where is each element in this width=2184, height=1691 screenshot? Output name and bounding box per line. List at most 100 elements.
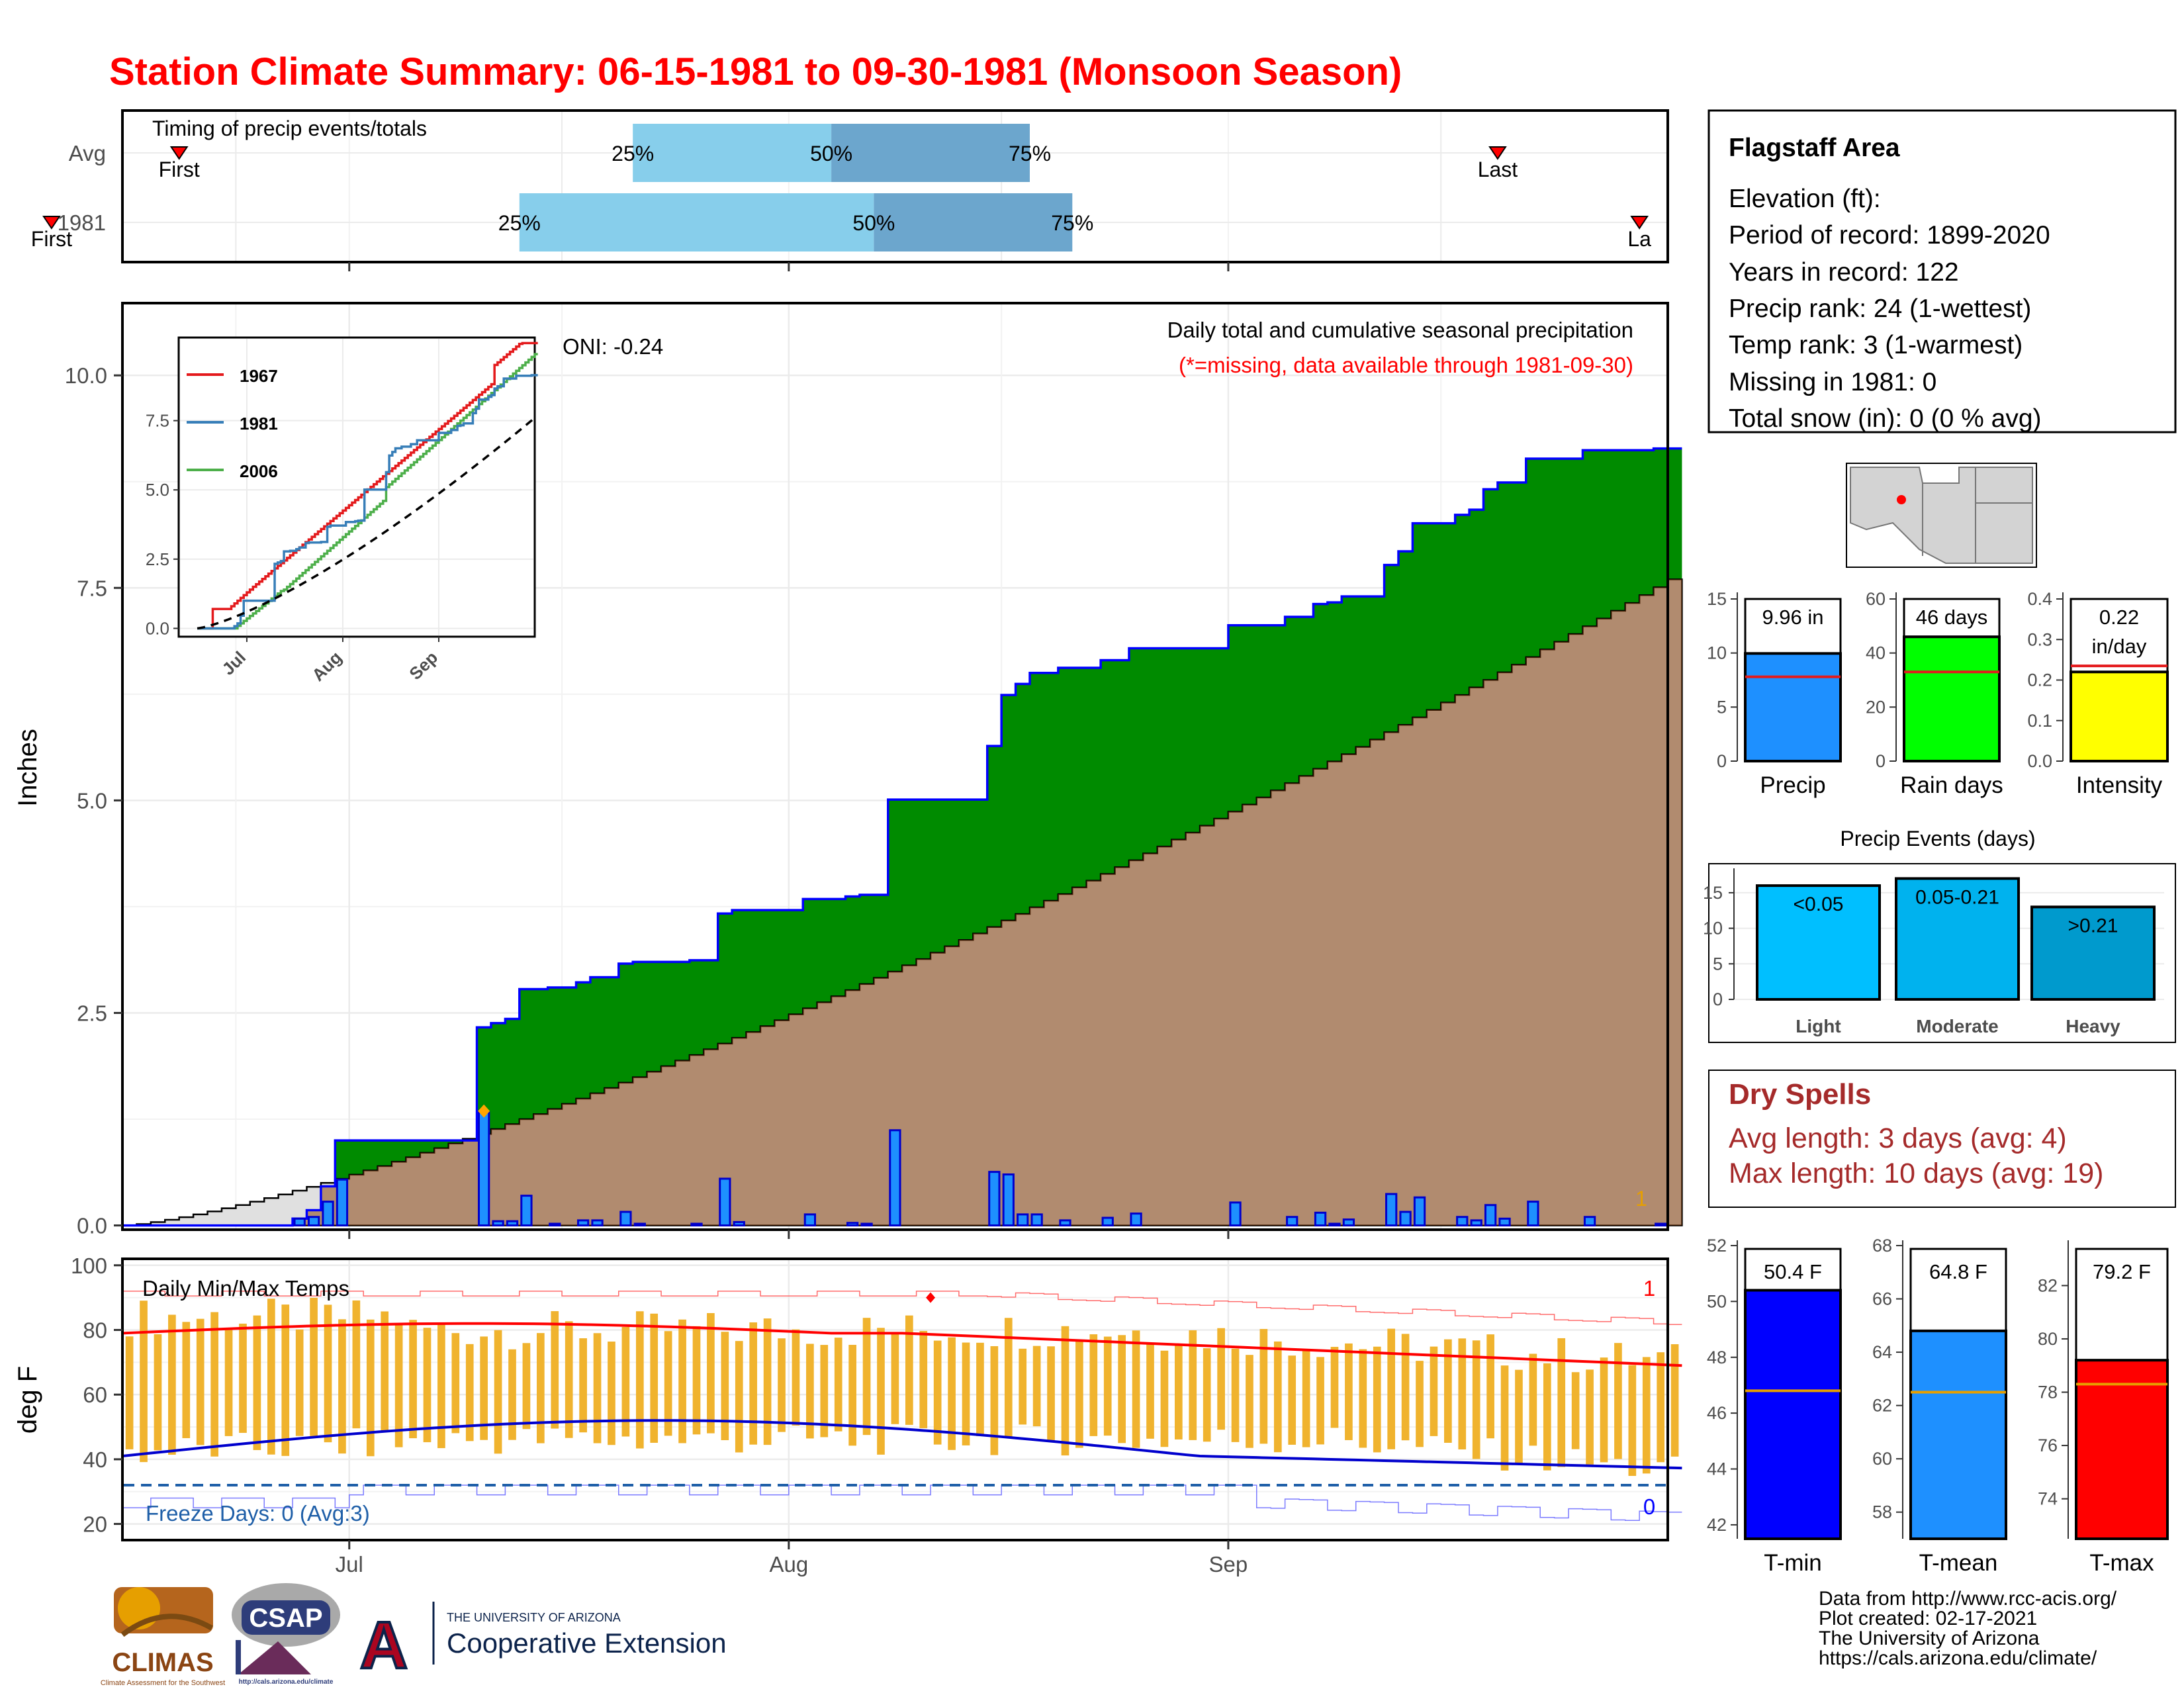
daily-precip-bar	[576, 1219, 590, 1227]
timing-last-marker-avg	[1488, 146, 1507, 160]
daily-temp-range-bar	[1259, 1328, 1268, 1444]
daily-temp-range-bar	[664, 1331, 672, 1436]
daily-temp-range-bar	[862, 1318, 871, 1436]
daily-temp-range-bar	[437, 1324, 445, 1449]
temp-summary-y-tick-label: 78	[2038, 1383, 2058, 1402]
daily-temp-range-bar	[1316, 1357, 1324, 1445]
daily-precip-bar	[1314, 1211, 1327, 1227]
avg-high-line	[122, 1322, 1682, 1367]
temp-summary-y-tick-label: 60	[1872, 1449, 1892, 1469]
daily-temp-range-bar	[1345, 1343, 1353, 1440]
main-cumulative-areas	[122, 447, 1683, 1227]
daily-precip-bar	[1413, 1196, 1426, 1227]
csap-logo: CSAP http://cals.arizona.edu/climate	[232, 1583, 340, 1686]
daily-temp-range-bar	[1175, 1345, 1183, 1440]
temp-summary-value-label: 64.8 F	[1929, 1260, 1987, 1283]
daily-temp-range-bar	[537, 1333, 545, 1443]
page-title: Station Climate Summary: 06-15-1981 to 0…	[109, 50, 1402, 93]
timing-pct-label-1981: 25%	[498, 211, 541, 235]
daily-temp-range-bar	[877, 1328, 885, 1455]
daily-precip-bar	[322, 1201, 334, 1227]
ua-small-text: THE UNIVERSITY OF ARIZONA	[447, 1611, 621, 1624]
daily-temp-range-bar	[976, 1342, 984, 1436]
daily-temp-range-bar	[1430, 1346, 1438, 1436]
daily-temp-range-bar	[1515, 1369, 1523, 1464]
temp-summary-y-tick-label: 50	[1707, 1291, 1727, 1311]
daily-temp-range-bar	[1500, 1365, 1509, 1471]
daily-temp-range-bar	[338, 1319, 346, 1454]
temps-y-tick-label: 80	[83, 1318, 107, 1342]
inset-line-1981	[197, 374, 538, 630]
daily-temp-range-bar	[806, 1344, 814, 1439]
temp-summary-value-label: 50.4 F	[1764, 1260, 1822, 1283]
daily-temp-range-bar	[1118, 1335, 1126, 1443]
main-precip-panel: 0.02.55.07.510.0 Inches ONI: -0.24 Daily…	[13, 302, 1683, 1239]
temps-y-tick-label: 20	[83, 1512, 107, 1537]
main-y-tick-label: 2.5	[77, 1001, 107, 1025]
daily-temp-range-bar	[210, 1312, 218, 1457]
daily-temp-range-bar	[1657, 1352, 1665, 1463]
daily-temp-range-bar	[409, 1320, 417, 1439]
daily-precip-bar	[846, 1222, 859, 1227]
temp-summary-y-tick-label: 66	[1872, 1289, 1892, 1309]
temps-axis-ticks: 20 40 60 80 100 Jul Aug Sep	[71, 1254, 1248, 1577]
temp-summary-y-tick-label: 44	[1707, 1459, 1727, 1479]
daily-temp-range-bar	[1416, 1361, 1424, 1447]
daily-temp-range-bar	[1047, 1346, 1055, 1441]
daily-temp-range-bar	[522, 1343, 531, 1430]
temp-summary-y-tick-label: 64	[1872, 1342, 1892, 1362]
daily-temp-range-bar	[1571, 1372, 1580, 1449]
daily-temp-range-bar	[1330, 1347, 1339, 1428]
precip-events-chart: Precip Events (days) 0 5 10 15 <0.05 Light 0.0…	[1703, 827, 2176, 1043]
daily-precip-bar	[1655, 1222, 1667, 1227]
daily-temp-range-bar	[763, 1318, 772, 1445]
daily-temp-range-bar	[990, 1346, 999, 1455]
events-category-label: Light	[1796, 1016, 1841, 1036]
daily-temp-range-bar	[352, 1300, 361, 1429]
daily-temp-range-bar	[820, 1345, 829, 1438]
temp-summary-y-tick-label: 62	[1872, 1396, 1892, 1416]
station-info-box: Flagstaff Area Elevation (ft): Period of…	[1707, 109, 2177, 434]
events-title: Precip Events (days)	[1840, 827, 2035, 850]
main-y-tick-label: 5.0	[77, 788, 107, 813]
temp-summary-y-tick-label: 58	[1872, 1502, 1892, 1522]
daily-precip-bar	[591, 1219, 604, 1227]
record-high-line	[122, 1291, 1682, 1326]
daily-precip-bar	[1328, 1222, 1341, 1227]
summary-y-tick-label: 0.3	[2027, 629, 2052, 649]
daily-temp-range-bar	[1529, 1353, 1537, 1446]
daily-temp-range-bar	[140, 1301, 148, 1463]
temps-marks	[122, 1291, 1682, 1521]
daily-temp-range-bar	[1543, 1363, 1551, 1471]
timing-pct-label-1981: 50%	[852, 211, 895, 235]
daily-precip-bar	[633, 1222, 646, 1227]
daily-temp-range-bar	[196, 1318, 205, 1445]
daily-temp-range-bar	[891, 1334, 899, 1424]
daily-precip-bar	[1017, 1213, 1029, 1227]
temps-y-axis-label: deg F	[13, 1366, 42, 1434]
daily-temp-range-bar	[608, 1342, 615, 1445]
summary-bar-frame	[1744, 598, 1842, 655]
daily-precip-bar	[1030, 1213, 1043, 1227]
temp-summary-bar-2	[2075, 1359, 2169, 1540]
csap-badge	[242, 1600, 330, 1635]
daily-temp-range-bar	[1032, 1346, 1041, 1427]
footer-line-2: The University of Arizona	[1819, 1627, 2040, 1649]
summary-y-tick-label: 40	[1866, 643, 1886, 663]
temps-label: Daily Min/Max Temps	[142, 1276, 349, 1301]
station-line-4: Temp rank: 3 (1-warmest)	[1729, 331, 2023, 359]
daily-precip-bar	[520, 1195, 533, 1227]
daily-temp-range-bar	[551, 1311, 559, 1429]
timing-first-label-1981: First	[31, 227, 72, 251]
csap-url: http://cals.arizona.edu/climate	[239, 1678, 334, 1686]
daily-temp-range-bar	[1231, 1348, 1240, 1442]
timing-last-label-1981: La	[1627, 227, 1651, 251]
daily-temp-range-bar	[1075, 1340, 1083, 1448]
temps-frame	[121, 1257, 1669, 1541]
daily-precip-bar	[307, 1216, 320, 1227]
inset-gridlines	[180, 339, 533, 635]
daily-temp-range-bar	[1628, 1365, 1637, 1477]
daily-precip-bar	[619, 1211, 632, 1227]
daily-temp-range-bar	[1189, 1330, 1197, 1440]
